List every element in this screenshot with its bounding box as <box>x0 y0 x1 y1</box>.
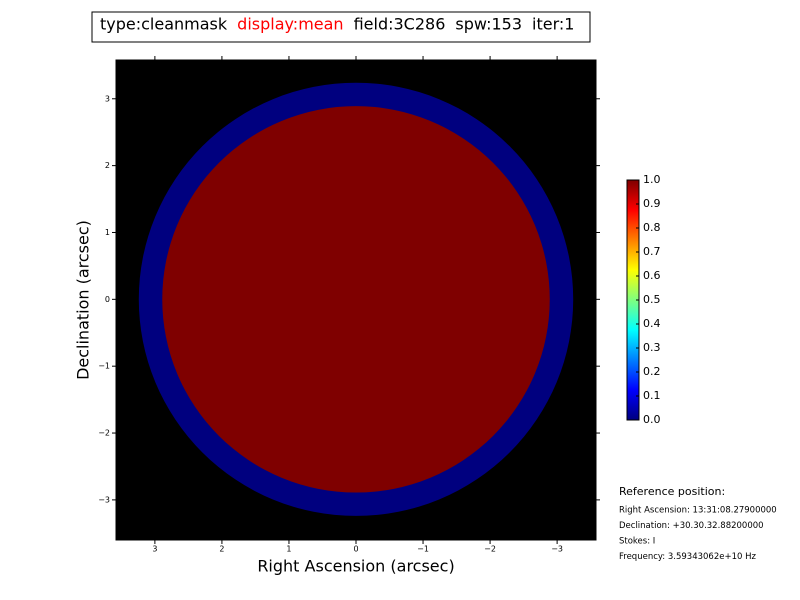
colorbar-tick-label: 0.5 <box>643 293 661 306</box>
title-part: spw:153 <box>455 15 522 34</box>
colorbar-tick-label: 0.0 <box>643 413 661 426</box>
y-tick-label: −1 <box>98 362 110 371</box>
colorbar-tick-label: 0.8 <box>643 221 661 234</box>
y-tick-label: 2 <box>105 161 110 170</box>
colorbar-tick-label: 0.4 <box>643 317 661 330</box>
colorbar-tick-label: 0.1 <box>643 389 661 402</box>
y-tick-label: 0 <box>105 295 110 304</box>
x-tick-label: 2 <box>219 545 224 554</box>
x-tick-label: −2 <box>484 545 496 554</box>
title-part: type:cleanmask <box>100 15 228 34</box>
y-axis-label: Declination (arcsec) <box>74 220 93 380</box>
title-part: display:mean <box>237 15 343 34</box>
x-tick-label: 1 <box>286 545 291 554</box>
reference-line: Declination: +30.30.32.88200000 <box>619 521 764 531</box>
title-part: iter:1 <box>532 15 574 34</box>
y-tick-label: 1 <box>105 228 110 237</box>
colorbar-tick-label: 0.6 <box>643 269 661 282</box>
y-tick-label: 3 <box>105 94 110 103</box>
title-box <box>91 11 591 43</box>
reference-line: Right Ascension: 13:31:08.27900000 <box>619 506 777 516</box>
colorbar-tick-label: 0.7 <box>643 245 661 258</box>
x-tick-label: 3 <box>152 545 157 554</box>
reference-line: Frequency: 3.59343062e+10 Hz <box>619 552 756 562</box>
x-tick-label: 0 <box>353 545 358 554</box>
colorbar-tick-label: 1.0 <box>643 173 661 186</box>
title-part: field:3C286 <box>354 15 446 34</box>
y-tick-label: −2 <box>98 429 110 438</box>
y-tick-label: −3 <box>98 495 110 504</box>
colorbar-tick-label: 0.2 <box>643 365 661 378</box>
x-axis-label: Right Ascension (arcsec) <box>257 557 454 576</box>
x-tick-label: −1 <box>417 545 429 554</box>
colorbar-tick-label: 0.3 <box>643 341 661 354</box>
x-tick-label: −3 <box>551 545 563 554</box>
colorbar-tick-label: 0.9 <box>643 197 661 210</box>
reference-line: Stokes: I <box>619 537 655 547</box>
mask-region <box>162 106 550 493</box>
reference-heading: Reference position: <box>619 485 725 498</box>
